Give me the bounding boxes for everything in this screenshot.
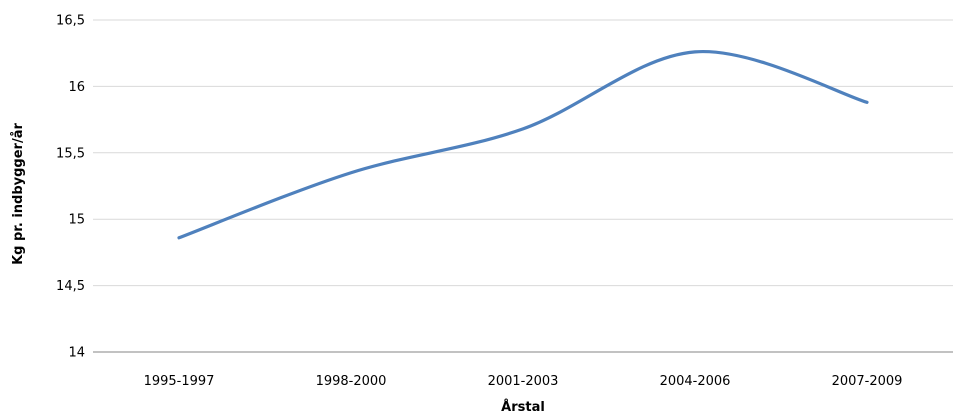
data-points bbox=[179, 52, 867, 238]
x-tick-label: 2007-2009 bbox=[832, 374, 903, 389]
x-axis-tick-labels: 1995-1997 1998-2000 2001-2003 2004-2006 2007… bbox=[144, 374, 903, 389]
x-tick-label: 2004-2006 bbox=[660, 374, 731, 389]
y-tick-label: 14,5 bbox=[56, 279, 85, 294]
y-tick-label: 14 bbox=[68, 346, 85, 361]
series-line bbox=[177, 50, 869, 240]
x-tick-label: 1995-1997 bbox=[144, 374, 215, 389]
y-axis-tick-labels: 14 14,5 15 15,5 16 16,5 bbox=[56, 14, 85, 361]
gridlines bbox=[93, 19, 953, 287]
y-tick-label: 15,5 bbox=[56, 146, 85, 161]
y-tick-label: 15 bbox=[68, 213, 85, 228]
y-tick-label: 16 bbox=[68, 80, 85, 95]
y-tick-label: 16,5 bbox=[56, 14, 85, 29]
y-axis-title: Kg pr. indbygger/år bbox=[11, 123, 26, 265]
x-tick-label: 1998-2000 bbox=[316, 374, 387, 389]
x-axis-title: Årstal bbox=[501, 399, 545, 415]
x-tick-label: 2001-2003 bbox=[488, 374, 559, 389]
